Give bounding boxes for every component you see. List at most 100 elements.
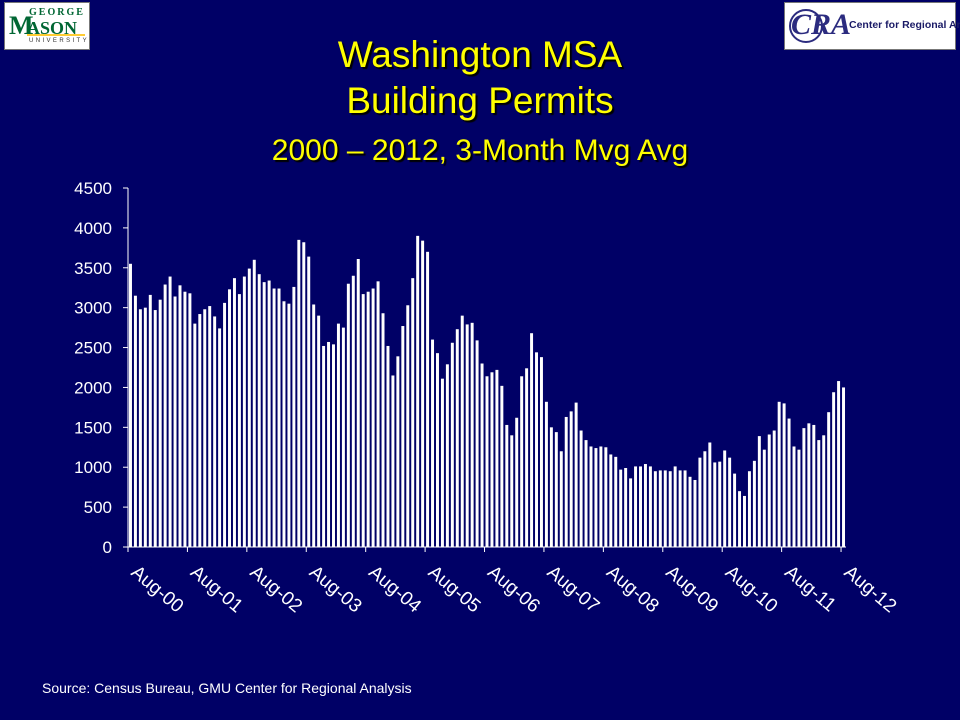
y-tick-label-3500: 3500	[74, 259, 112, 278]
bar-57	[411, 278, 415, 547]
y-tick-label-2000: 2000	[74, 378, 112, 397]
bar-99	[619, 469, 623, 547]
bar-106	[653, 471, 657, 547]
x-tick-label-1: Aug-01	[186, 562, 246, 617]
bar-18	[218, 328, 222, 547]
bar-44	[346, 283, 350, 547]
y-tick-label-0: 0	[103, 538, 112, 557]
bar-116	[703, 451, 707, 547]
bar-19	[223, 302, 227, 547]
bar-1	[133, 295, 137, 547]
bar-135	[797, 449, 801, 547]
bar-38	[317, 315, 321, 547]
bar-32	[287, 303, 291, 547]
bar-89	[569, 411, 573, 547]
bar-134	[792, 446, 796, 547]
bar-127	[757, 436, 761, 547]
bar-16	[208, 306, 212, 547]
bar-105	[648, 466, 652, 547]
bar-65	[450, 342, 454, 547]
bar-5	[153, 310, 157, 547]
y-tick-label-500: 500	[84, 498, 112, 517]
bar-61	[431, 339, 435, 547]
chart-subtitle-2: 2000 – 2012, 3-Month Mvg Avg	[271, 134, 689, 167]
cra-logo-name: Center for Regional Analysis	[849, 19, 960, 31]
bar-108	[663, 470, 667, 547]
bar-22	[237, 294, 241, 547]
bar-120	[723, 450, 727, 547]
bar-45	[351, 275, 355, 547]
x-tick-label-12: Aug-12	[840, 562, 900, 617]
bar-26	[257, 274, 261, 547]
bar-82	[535, 352, 538, 547]
y-tick-label-1500: 1500	[74, 418, 112, 437]
x-tick-label-8: Aug-08	[602, 562, 662, 617]
axes-group	[127, 188, 846, 548]
bar-35	[302, 242, 306, 547]
bar-113	[688, 476, 692, 547]
bar-141	[827, 412, 831, 547]
cra-logo-circle	[789, 9, 823, 43]
bar-36	[307, 256, 311, 547]
bar-47	[361, 294, 365, 547]
bar-123	[738, 491, 742, 547]
bar-66	[455, 329, 459, 547]
bar-9	[173, 296, 177, 547]
bar-33	[292, 286, 296, 547]
bar-119	[718, 461, 722, 547]
gmu-logo-mason: ASON	[27, 18, 78, 38]
bar-136	[802, 428, 806, 547]
chart-title: Washington MSA	[337, 34, 623, 75]
bar-143	[837, 381, 841, 547]
bar-96	[604, 447, 608, 547]
bar-4	[148, 294, 152, 547]
bar-80	[525, 368, 529, 547]
bar-112	[683, 470, 687, 547]
bar-104	[643, 464, 647, 547]
bar-90	[574, 402, 578, 547]
bar-84	[544, 401, 548, 547]
bar-132	[782, 403, 786, 547]
bar-86	[554, 432, 558, 547]
bar-11	[183, 291, 187, 547]
bar-95	[599, 446, 603, 547]
bar-21	[232, 278, 236, 547]
bar-100	[624, 468, 628, 547]
bar-142	[832, 392, 836, 547]
bar-88	[564, 416, 568, 547]
bar-128	[762, 449, 766, 547]
bar-58	[416, 235, 420, 547]
bar-79	[520, 376, 524, 547]
bar-131	[777, 401, 781, 547]
bar-64	[445, 364, 449, 547]
x-tick-label-5: Aug-05	[424, 562, 484, 617]
chart-subtitle: Building Permits	[346, 80, 614, 121]
bar-115	[698, 457, 702, 547]
bar-41	[332, 344, 335, 547]
y-tick-label-3000: 3000	[74, 299, 112, 318]
bar-101	[629, 478, 633, 547]
gmu-logo-bar	[27, 34, 85, 36]
bar-52	[386, 345, 390, 547]
bar-60	[426, 251, 430, 547]
bar-17	[213, 316, 217, 547]
bar-59	[421, 240, 425, 547]
bar-111	[678, 470, 682, 547]
bar-83	[539, 357, 543, 547]
bar-55	[401, 326, 405, 547]
bar-40	[327, 341, 331, 547]
x-tick-label-6: Aug-06	[483, 562, 543, 617]
bar-23	[242, 276, 246, 547]
bar-43	[341, 327, 345, 547]
bar-48	[366, 291, 370, 547]
bar-138	[812, 424, 816, 547]
bar-67	[460, 315, 464, 547]
bar-3	[143, 307, 147, 547]
gmu-logo: M GEORGE ASON UNIVERSITY	[4, 2, 90, 50]
bar-122	[733, 473, 737, 547]
bar-144	[842, 387, 846, 547]
cra-logo-initials: CRA	[791, 8, 852, 41]
source-note: Source: Census Bureau, GMU Center for Re…	[42, 680, 412, 696]
